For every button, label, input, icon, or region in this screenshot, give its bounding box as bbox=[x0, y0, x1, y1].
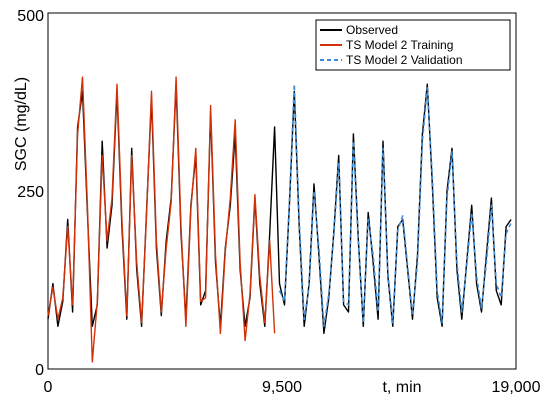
legend-label-observed: Observed bbox=[346, 23, 398, 37]
y-tick-label: 0 bbox=[35, 362, 44, 379]
series-layer bbox=[47, 76, 512, 363]
series-line-observed bbox=[47, 83, 512, 335]
x-axis-title: t, min bbox=[382, 379, 421, 396]
plot-area-frame bbox=[47, 12, 517, 370]
y-tick-label: 500 bbox=[17, 8, 44, 25]
legend-box bbox=[315, 19, 511, 71]
x-tick-label: 0 bbox=[44, 379, 53, 396]
legend: Observed TS Model 2 Training TS Model 2 … bbox=[315, 19, 511, 71]
y-axis-title: SGC (mg/dL) bbox=[13, 77, 30, 171]
x-tick-label: 19,000 bbox=[492, 379, 541, 396]
y-tick-label: 250 bbox=[17, 184, 44, 201]
x-tick-label: 9,500 bbox=[262, 379, 302, 396]
series-line-training bbox=[47, 76, 276, 363]
x-tick-labels: 0 9,500 19,000 bbox=[44, 379, 541, 396]
legend-label-training: TS Model 2 Training bbox=[346, 38, 453, 52]
series-line-validation bbox=[278, 83, 512, 328]
y-tick-labels: 0 250 500 bbox=[17, 8, 44, 379]
legend-label-validation: TS Model 2 Validation bbox=[346, 53, 463, 67]
